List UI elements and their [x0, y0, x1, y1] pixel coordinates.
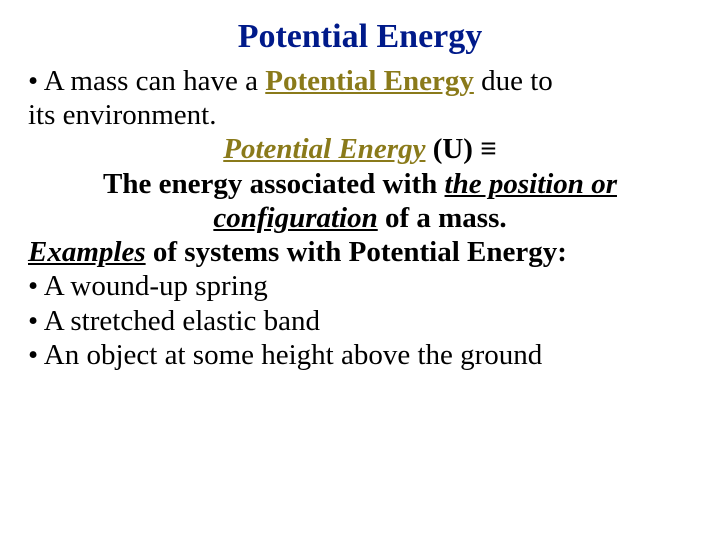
bullet-line-1: • A mass can have a Potential Energy due…	[28, 64, 692, 98]
slide-title: Potential Energy	[28, 18, 692, 56]
slide: Potential Energy • A mass can have a Pot…	[0, 0, 720, 540]
definition-line-2: configuration of a mass.	[28, 201, 692, 235]
example-item-3: • An object at some height above the gro…	[28, 338, 692, 372]
text-frag: of a mass.	[378, 202, 507, 234]
text-frag: due to	[474, 65, 553, 97]
pe-strong: Potential Energy:	[349, 236, 567, 268]
examples-label: Examples	[28, 236, 146, 268]
configuration-em: configuration	[213, 202, 377, 234]
slide-body: • A mass can have a Potential Energy due…	[28, 64, 692, 372]
text-frag: • A mass can have a	[28, 65, 265, 97]
bullet-line-1b: its environment.	[28, 98, 692, 132]
position-em: the position or	[445, 168, 617, 200]
text-frag: of systems with	[146, 236, 349, 268]
definition-line-1: The energy associated with the position …	[28, 167, 692, 201]
example-item-1: • A wound-up spring	[28, 269, 692, 303]
definition-heading: Potential Energy (U) ≡	[28, 132, 692, 166]
equiv-symbol: ≡	[480, 133, 497, 165]
example-item-2: • A stretched elastic band	[28, 304, 692, 338]
text-frag: The energy associated with	[103, 168, 445, 200]
potential-energy-u-em: Potential Energy	[223, 133, 425, 165]
potential-energy-em: Potential Energy	[265, 65, 474, 97]
u-paren: (U)	[425, 133, 480, 165]
examples-heading: Examples of systems with Potential Energ…	[28, 235, 692, 269]
